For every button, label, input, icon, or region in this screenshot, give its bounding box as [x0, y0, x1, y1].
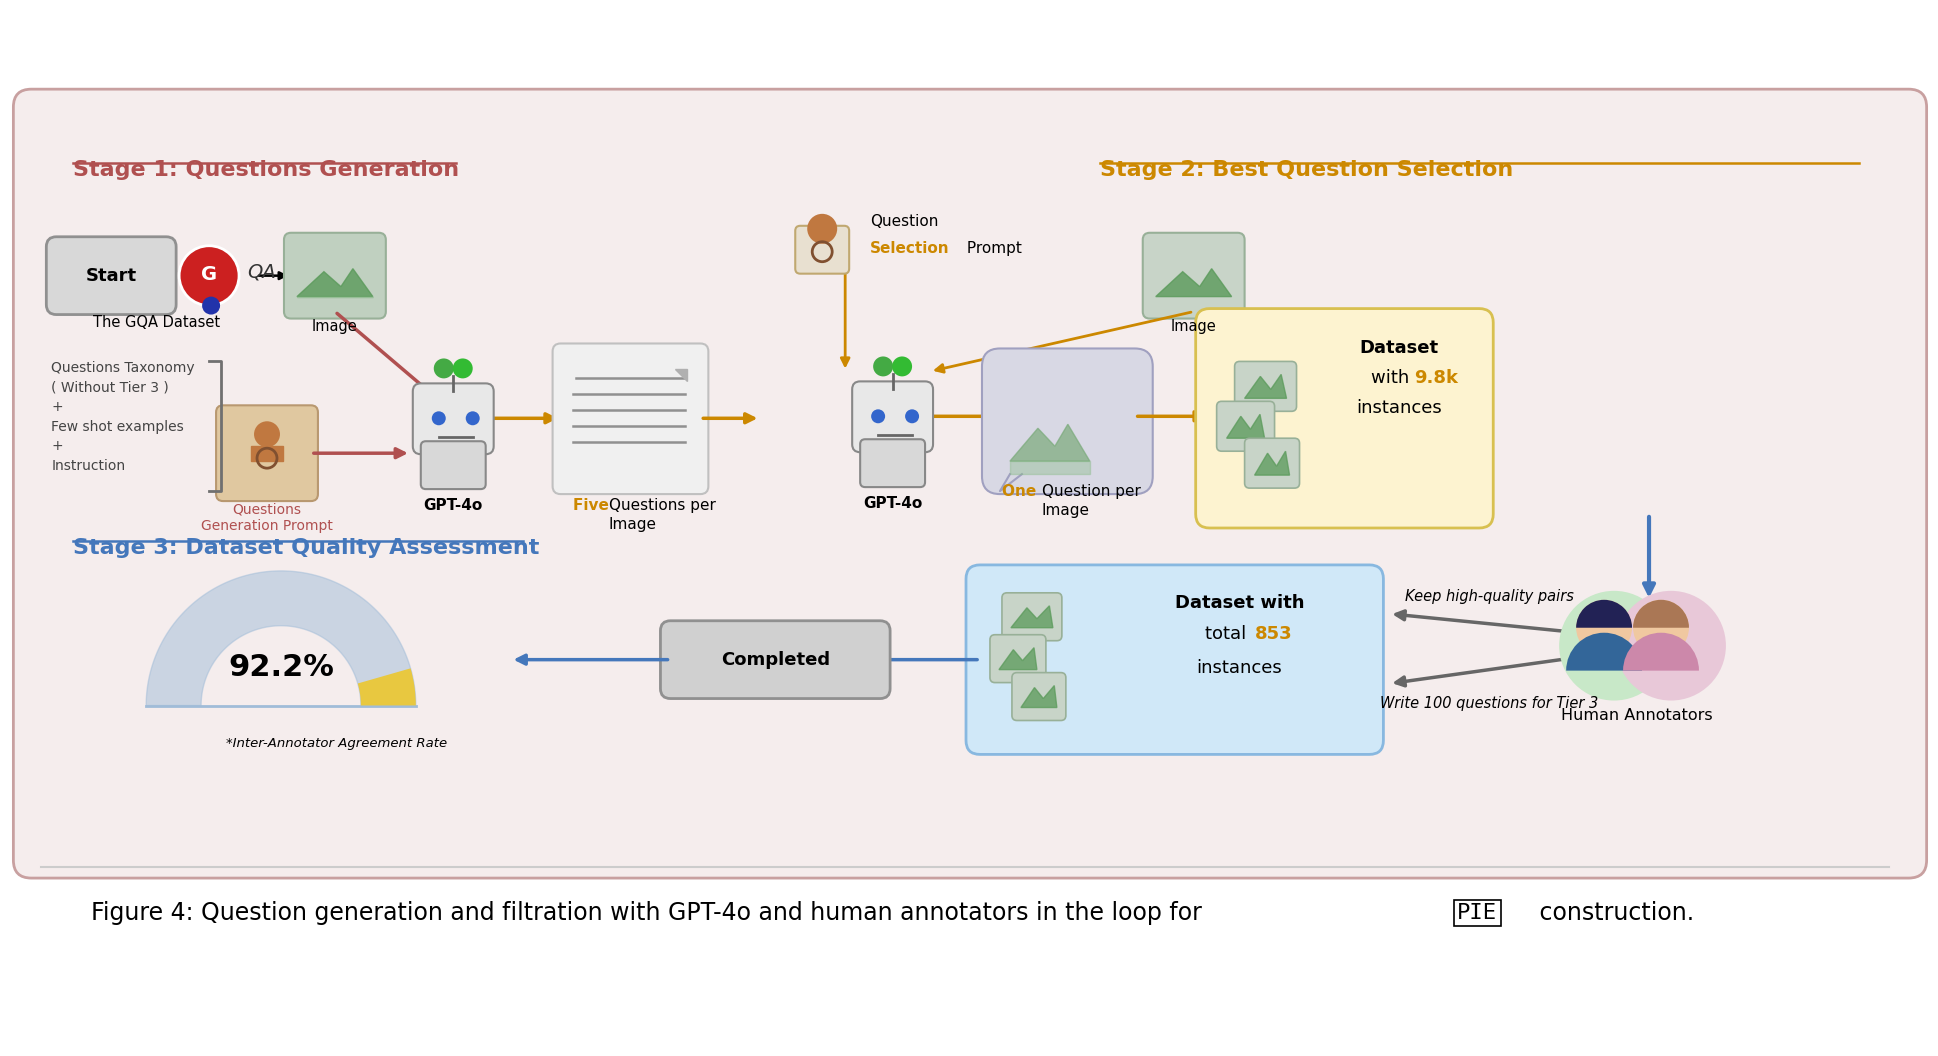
Text: Human Annotators: Human Annotators	[1562, 708, 1713, 722]
FancyBboxPatch shape	[47, 237, 176, 315]
Text: Selection: Selection	[870, 241, 950, 257]
Text: GPT-4o: GPT-4o	[862, 496, 922, 511]
Text: Write 100 questions for Tier 3: Write 100 questions for Tier 3	[1380, 696, 1599, 711]
Wedge shape	[1634, 600, 1688, 627]
FancyBboxPatch shape	[14, 89, 1926, 879]
FancyBboxPatch shape	[860, 439, 924, 487]
Text: Questions Taxonomy
( Without Tier 3 )
+
Few shot examples
+
Instruction: Questions Taxonomy ( Without Tier 3 ) + …	[50, 361, 196, 473]
Text: 9.8k: 9.8k	[1415, 370, 1459, 388]
Text: Dataset: Dataset	[1360, 339, 1438, 358]
Polygon shape	[145, 571, 417, 705]
Text: Prompt: Prompt	[961, 241, 1021, 257]
Polygon shape	[1254, 451, 1289, 475]
Text: instances: instances	[1357, 399, 1442, 417]
FancyBboxPatch shape	[661, 621, 890, 699]
Circle shape	[872, 410, 886, 423]
Circle shape	[202, 297, 221, 315]
Text: Question per
Image: Question per Image	[1043, 484, 1141, 517]
Polygon shape	[1155, 268, 1233, 297]
FancyBboxPatch shape	[1012, 673, 1066, 720]
Text: Start: Start	[85, 267, 138, 285]
Text: PIE: PIE	[1457, 903, 1498, 923]
Text: with: with	[1372, 370, 1415, 388]
Text: The GQA Dataset: The GQA Dataset	[93, 315, 219, 329]
FancyBboxPatch shape	[1244, 438, 1300, 488]
Circle shape	[432, 411, 446, 426]
Wedge shape	[1566, 633, 1641, 671]
Circle shape	[465, 411, 481, 426]
Text: instances: instances	[1198, 659, 1283, 677]
Polygon shape	[1227, 414, 1266, 438]
FancyBboxPatch shape	[421, 441, 486, 489]
Circle shape	[178, 246, 238, 305]
Circle shape	[1576, 600, 1632, 656]
Wedge shape	[1622, 633, 1700, 671]
Polygon shape	[1000, 474, 1021, 491]
Text: Stage 2: Best Question Selection: Stage 2: Best Question Selection	[1099, 159, 1514, 180]
Circle shape	[891, 357, 913, 376]
Text: Stage 3: Dataset Quality Assessment: Stage 3: Dataset Quality Assessment	[74, 538, 539, 558]
FancyBboxPatch shape	[1196, 308, 1494, 528]
FancyBboxPatch shape	[1217, 401, 1275, 451]
Polygon shape	[676, 370, 688, 381]
Polygon shape	[1012, 606, 1052, 627]
FancyBboxPatch shape	[285, 232, 386, 319]
FancyBboxPatch shape	[215, 406, 318, 501]
Polygon shape	[297, 268, 372, 297]
Text: Questions per
Image: Questions per Image	[609, 498, 715, 531]
Text: One: One	[1002, 484, 1041, 499]
Circle shape	[434, 358, 453, 378]
FancyBboxPatch shape	[552, 343, 709, 494]
Text: G: G	[202, 265, 217, 284]
Wedge shape	[1576, 600, 1632, 627]
Circle shape	[453, 358, 473, 378]
FancyBboxPatch shape	[990, 635, 1047, 682]
Text: *Inter-Annotator Agreement Rate: *Inter-Annotator Agreement Rate	[227, 737, 448, 751]
Text: Completed: Completed	[721, 650, 829, 668]
FancyBboxPatch shape	[965, 565, 1384, 754]
Text: Questions
Generation Prompt: Questions Generation Prompt	[202, 502, 333, 533]
Text: 92.2%: 92.2%	[229, 653, 333, 682]
Text: Figure 4: Question generation and filtration with GPT-4o and human annotators in: Figure 4: Question generation and filtra…	[91, 901, 1209, 925]
FancyBboxPatch shape	[1002, 592, 1062, 641]
Circle shape	[874, 357, 893, 376]
Circle shape	[254, 421, 279, 447]
FancyBboxPatch shape	[413, 383, 494, 454]
Text: Image: Image	[312, 319, 359, 334]
Polygon shape	[1021, 685, 1056, 708]
Text: construction.: construction.	[1533, 901, 1694, 925]
Circle shape	[1634, 600, 1688, 656]
FancyBboxPatch shape	[795, 226, 849, 274]
Text: Question: Question	[870, 214, 938, 229]
Polygon shape	[1244, 375, 1287, 398]
Text: total: total	[1205, 625, 1252, 643]
Text: Five: Five	[572, 498, 614, 513]
Polygon shape	[252, 447, 283, 461]
FancyBboxPatch shape	[1143, 232, 1244, 319]
FancyBboxPatch shape	[983, 348, 1153, 494]
Text: Stage 1: Questions Generation: Stage 1: Questions Generation	[74, 159, 459, 180]
Text: QA: QA	[246, 262, 275, 281]
Text: Keep high-quality pairs: Keep high-quality pairs	[1405, 589, 1574, 604]
FancyBboxPatch shape	[853, 381, 932, 452]
Text: GPT-4o: GPT-4o	[424, 498, 483, 513]
Polygon shape	[1010, 425, 1089, 461]
Text: Image: Image	[1171, 319, 1217, 334]
Circle shape	[1616, 591, 1727, 700]
Text: Dataset with: Dataset with	[1174, 593, 1304, 611]
Circle shape	[905, 410, 919, 423]
Circle shape	[1560, 591, 1669, 700]
Wedge shape	[359, 668, 417, 705]
FancyBboxPatch shape	[1235, 361, 1297, 411]
Text: 853: 853	[1254, 625, 1293, 643]
Circle shape	[808, 213, 837, 244]
Polygon shape	[998, 647, 1037, 670]
